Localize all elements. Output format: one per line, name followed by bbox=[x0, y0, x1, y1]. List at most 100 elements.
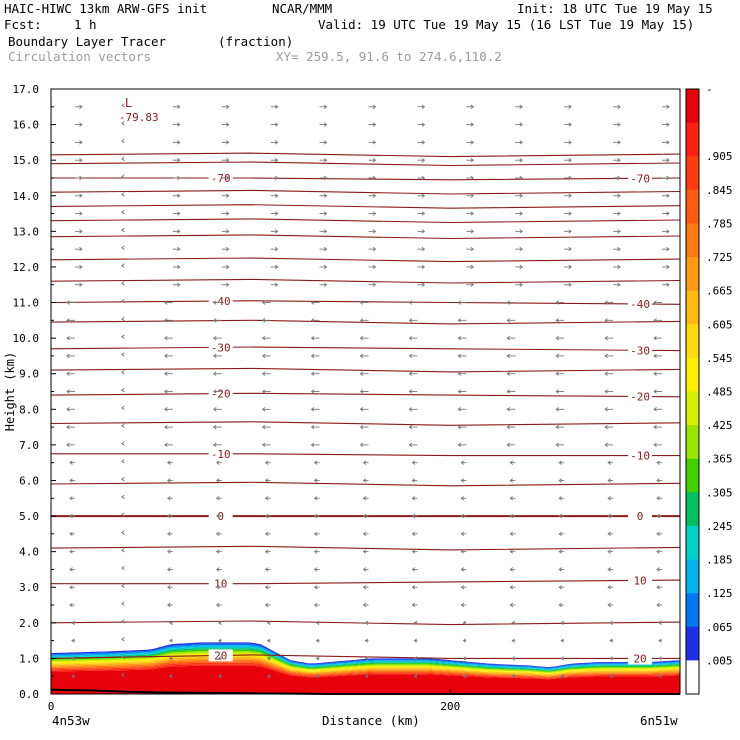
vector-head bbox=[656, 549, 660, 554]
vector-head bbox=[169, 674, 173, 679]
vector-head bbox=[607, 531, 611, 537]
vector-head bbox=[313, 567, 318, 572]
vector-head bbox=[372, 264, 377, 270]
vector-head bbox=[362, 460, 367, 465]
vector-head bbox=[666, 158, 670, 163]
vector-head bbox=[509, 460, 514, 465]
vector-head bbox=[509, 531, 514, 537]
vector-head bbox=[604, 442, 608, 448]
colorbar-cell bbox=[686, 593, 699, 628]
vector-head bbox=[310, 335, 315, 341]
contour-line bbox=[51, 579, 681, 585]
temperature-contours: -70 -70 -40 -40 -30 -30 -20 -20 -10 -10 0 0 10 10 20 20 bbox=[50, 152, 681, 665]
vector-head bbox=[421, 175, 426, 181]
vector-head bbox=[264, 460, 269, 465]
vector-head bbox=[411, 513, 416, 519]
vector-head bbox=[656, 478, 660, 483]
vector-head bbox=[164, 424, 168, 430]
contour-line bbox=[50, 152, 681, 158]
vector-head bbox=[656, 602, 660, 608]
vector-head bbox=[225, 158, 230, 163]
vector-head bbox=[604, 389, 608, 394]
vector-head bbox=[69, 585, 73, 590]
vector-head bbox=[261, 335, 266, 341]
vector-head bbox=[509, 478, 514, 483]
vector-head bbox=[71, 656, 75, 661]
vector-head bbox=[323, 158, 328, 163]
vector-head bbox=[323, 140, 328, 145]
title-org: NCAR/MMM bbox=[272, 1, 333, 16]
vector-head bbox=[604, 407, 608, 412]
colorbar-label: .725 bbox=[706, 251, 733, 264]
vector-head bbox=[310, 424, 315, 430]
vector-head bbox=[121, 387, 125, 393]
vector-head bbox=[558, 585, 562, 590]
vector-head bbox=[413, 638, 418, 643]
vector-head bbox=[604, 318, 608, 323]
contour-label: -30 bbox=[211, 341, 231, 354]
vector-head bbox=[79, 282, 83, 287]
vector-head bbox=[310, 353, 315, 359]
vector-head bbox=[555, 442, 559, 448]
vector-head bbox=[121, 370, 125, 375]
vector-head bbox=[212, 300, 217, 305]
vector-head bbox=[215, 549, 220, 554]
vector-head bbox=[177, 122, 181, 127]
vector-head bbox=[164, 300, 168, 305]
y-tick-label: 9.0 bbox=[19, 368, 39, 381]
low-marker: L bbox=[125, 96, 132, 110]
vector-head bbox=[313, 513, 318, 519]
vector-head bbox=[225, 246, 230, 252]
vector-head bbox=[656, 496, 660, 501]
vector-head bbox=[121, 530, 125, 535]
y-tick-label: 1.0 bbox=[19, 652, 39, 665]
contour-line bbox=[50, 300, 681, 305]
vector-head bbox=[261, 318, 266, 323]
vector-head bbox=[372, 175, 377, 181]
vector-head bbox=[261, 424, 266, 430]
vector-head bbox=[215, 531, 220, 537]
colorbar-label: .605 bbox=[706, 318, 733, 331]
vector-head bbox=[457, 318, 462, 323]
vector-head bbox=[264, 567, 269, 572]
colorbar-label: .545 bbox=[706, 352, 733, 365]
vector-head bbox=[212, 442, 217, 448]
vector-head bbox=[315, 656, 320, 661]
vector-head bbox=[121, 121, 125, 126]
vector-head bbox=[261, 442, 266, 448]
vector-head bbox=[310, 318, 315, 323]
contour-label: -30 bbox=[630, 344, 650, 357]
vector-head bbox=[658, 638, 662, 643]
vector-head bbox=[411, 496, 416, 501]
vector-head bbox=[266, 656, 271, 661]
vector-head bbox=[653, 442, 657, 448]
vector-head bbox=[653, 389, 657, 394]
vector-head bbox=[66, 353, 70, 359]
vector-head bbox=[568, 211, 572, 216]
vector-head bbox=[310, 300, 315, 305]
vector-head bbox=[653, 353, 657, 359]
vector-head bbox=[506, 407, 511, 412]
vector-head bbox=[121, 494, 125, 500]
vector-head bbox=[372, 104, 377, 109]
vector-head bbox=[470, 229, 475, 234]
vector-head bbox=[79, 264, 83, 270]
vector-head bbox=[121, 601, 125, 606]
contour-label: -40 bbox=[211, 295, 231, 308]
vector-head bbox=[519, 246, 524, 252]
vector-head bbox=[167, 549, 171, 554]
vector-head bbox=[362, 531, 367, 537]
vector-head bbox=[666, 140, 670, 145]
vector-head bbox=[604, 300, 608, 305]
vector-head bbox=[560, 656, 564, 661]
vector-head bbox=[457, 353, 462, 359]
x-endpoint-right: 6n51w bbox=[640, 713, 678, 728]
vector-head bbox=[411, 549, 416, 554]
vector-head bbox=[121, 637, 125, 642]
vector-head bbox=[177, 140, 181, 145]
contour-label-bg bbox=[208, 447, 233, 460]
colorbar-frame bbox=[685, 88, 700, 695]
contour-label-bg bbox=[208, 341, 233, 354]
contour-label: -20 bbox=[211, 388, 231, 401]
vector-head bbox=[560, 638, 564, 643]
